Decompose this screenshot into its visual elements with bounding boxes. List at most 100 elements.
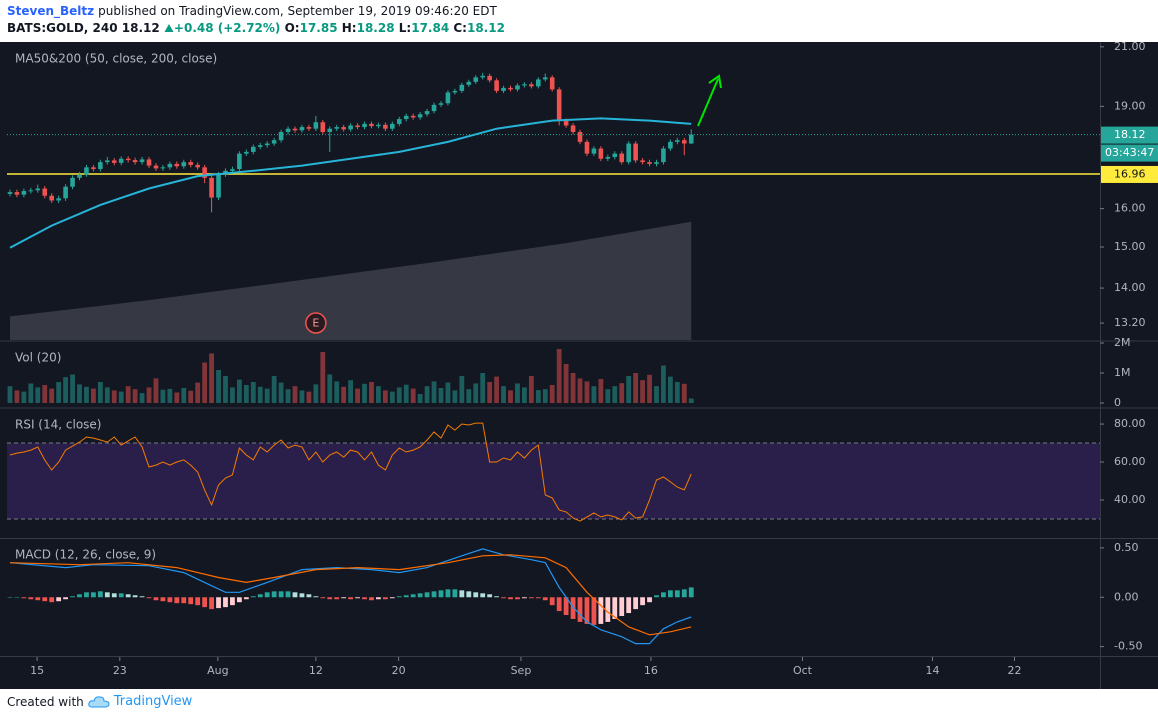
volume-bar <box>674 382 680 403</box>
macd-histogram-bar <box>313 596 319 598</box>
macd-histogram-bar <box>104 592 110 598</box>
volume-bar <box>633 373 639 403</box>
macd-histogram-bar <box>153 597 159 601</box>
candle-body <box>56 198 61 201</box>
macd-histogram-bar <box>243 597 249 600</box>
countdown-box <box>1101 144 1158 162</box>
symbol: BATS:GOLD, 240 <box>7 21 118 35</box>
volume-bar <box>396 387 402 403</box>
last-price-box <box>1101 126 1158 144</box>
macd-histogram-bar <box>487 594 493 598</box>
volume-bar <box>160 389 166 403</box>
volume-bar <box>292 386 298 403</box>
candle-body <box>681 140 687 144</box>
volume-bar <box>424 386 430 403</box>
volume-bar <box>605 389 611 403</box>
pane-title: Vol (20) <box>15 351 61 365</box>
macd-histogram-bar <box>688 587 694 598</box>
candle-body <box>390 123 395 129</box>
volume-bar <box>35 387 41 403</box>
volume-bar <box>389 391 395 403</box>
symbol-line: BATS:GOLD, 240 18.12 +0.48 (+2.72%) O:17… <box>7 21 505 35</box>
candle-body <box>396 119 402 124</box>
candle-body <box>369 123 374 127</box>
volume-bar <box>271 376 277 403</box>
candle-body <box>237 153 242 170</box>
x-tick-label: 20 <box>392 664 406 677</box>
volume-bar <box>619 383 625 403</box>
candle-body <box>675 140 680 142</box>
y-tick-label: 13.20 <box>1114 316 1146 329</box>
macd-histogram-bar <box>132 595 138 598</box>
macd-histogram-bar <box>535 597 541 599</box>
candle-body <box>542 77 548 80</box>
candle-body <box>570 125 576 132</box>
candle-body <box>661 148 666 163</box>
volume-bar <box>688 398 694 403</box>
volume-bar <box>132 389 138 403</box>
x-tick-label: 22 <box>1007 664 1021 677</box>
candle-body <box>14 192 20 195</box>
candle-body <box>640 160 645 163</box>
macd-histogram-bar <box>167 597 173 603</box>
volume-bar <box>403 384 409 403</box>
candle-body <box>473 77 479 82</box>
candle-body <box>445 92 451 104</box>
volume-bar <box>181 388 187 403</box>
last-price: 18.12 <box>121 21 160 35</box>
candle-body <box>452 90 458 93</box>
high-label: H: <box>341 21 357 35</box>
candle-body <box>77 174 82 178</box>
candle-body <box>334 127 340 129</box>
candle-body <box>563 120 569 126</box>
macd-histogram-bar <box>35 597 41 601</box>
macd-histogram-bar <box>633 597 639 610</box>
volume-bar <box>501 386 506 403</box>
candle-body <box>299 127 305 131</box>
author[interactable]: Steven_Beltz <box>7 4 95 18</box>
macd-histogram-bar <box>598 597 604 624</box>
macd-histogram-bar <box>174 597 180 604</box>
candle-body <box>292 128 298 131</box>
logo <box>88 695 110 707</box>
macd-histogram-bar <box>292 592 298 598</box>
x-tick-label: Oct <box>793 664 813 677</box>
macd-histogram-bar <box>70 596 75 598</box>
volume-bar <box>313 384 319 403</box>
rsi-band <box>7 443 1100 519</box>
macd-histogram-bar <box>285 591 291 598</box>
candle-body <box>619 153 625 163</box>
candle-body <box>487 75 492 81</box>
candle-body <box>494 80 499 91</box>
macd-histogram-bar <box>125 594 131 598</box>
volume-bar <box>21 391 27 403</box>
macd-histogram-bar <box>584 597 590 624</box>
volume-bar <box>153 378 159 403</box>
macd-histogram-bar <box>355 597 360 599</box>
candle-body <box>605 157 611 159</box>
macd-histogram-bar <box>14 597 20 598</box>
candle-body <box>244 151 249 154</box>
volume-bar <box>362 383 367 403</box>
candle-body <box>42 188 48 196</box>
close: 18.12 <box>466 21 505 35</box>
macd-histogram-bar <box>654 595 659 598</box>
candle-body <box>320 122 326 132</box>
y-tick-label: 60.00 <box>1114 455 1146 468</box>
low-label: L: <box>398 21 412 35</box>
candle-body <box>181 162 187 167</box>
macd-histogram-bar <box>118 593 124 598</box>
volume-bar <box>591 386 597 403</box>
annotation-arrow <box>697 74 722 127</box>
macd-histogram-bar <box>369 597 374 601</box>
created-with: Created with <box>7 694 84 709</box>
macd-histogram-bar <box>160 597 166 602</box>
volume-bar <box>410 388 416 403</box>
macd-histogram-bar <box>56 597 62 602</box>
volume-bar <box>278 382 284 403</box>
brand[interactable]: TradingView <box>113 694 193 709</box>
macd-histogram-bar <box>528 597 534 599</box>
candle-body <box>403 115 409 120</box>
